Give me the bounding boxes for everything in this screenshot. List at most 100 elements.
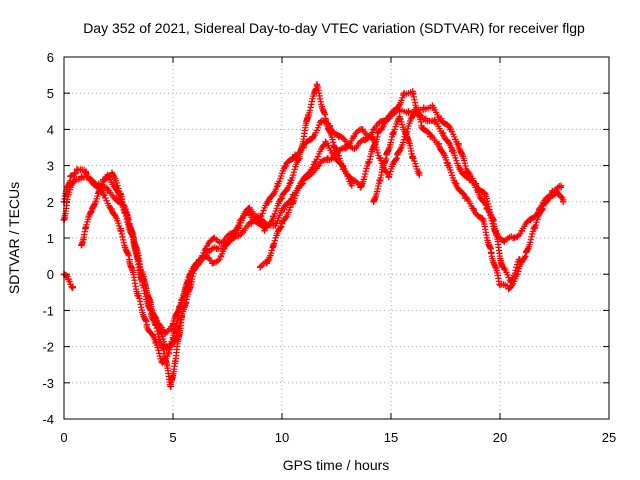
x-tick-label: 5 bbox=[169, 430, 176, 445]
data-point bbox=[481, 191, 488, 198]
data-point bbox=[324, 155, 331, 162]
data-point bbox=[65, 276, 72, 283]
data-point bbox=[549, 187, 556, 195]
data-point bbox=[446, 126, 454, 133]
data-point bbox=[296, 155, 303, 162]
data-point bbox=[185, 278, 192, 285]
data-point bbox=[540, 202, 547, 209]
data-point bbox=[440, 129, 447, 137]
y-tick-label: -1 bbox=[42, 303, 54, 318]
data-point bbox=[335, 133, 342, 140]
data-point bbox=[507, 278, 515, 285]
data-point bbox=[427, 133, 434, 140]
data-point bbox=[65, 191, 72, 198]
data-point bbox=[322, 115, 329, 122]
data-point bbox=[464, 169, 471, 177]
y-tick-label: -4 bbox=[42, 412, 54, 427]
data-point bbox=[226, 238, 233, 245]
data-point bbox=[287, 176, 294, 184]
data-point bbox=[416, 169, 423, 177]
data-point bbox=[429, 104, 436, 111]
data-point bbox=[82, 169, 89, 177]
data-point bbox=[557, 184, 565, 191]
data-point bbox=[403, 129, 410, 137]
data-point bbox=[385, 173, 393, 180]
plot-border bbox=[63, 56, 610, 420]
data-point bbox=[100, 191, 107, 198]
data-point bbox=[453, 180, 460, 187]
data-point bbox=[409, 90, 416, 97]
data-point bbox=[496, 281, 504, 289]
y-tick-label: 2 bbox=[47, 195, 54, 210]
data-point bbox=[389, 129, 397, 137]
data-point bbox=[167, 383, 175, 390]
y-tick-label: 5 bbox=[47, 86, 54, 101]
data-point bbox=[134, 256, 142, 263]
data-point bbox=[531, 223, 539, 231]
x-tick-label: 0 bbox=[60, 430, 67, 445]
series-5 bbox=[100, 169, 185, 390]
data-point bbox=[209, 260, 216, 267]
data-point bbox=[394, 151, 401, 158]
y-tick-label: -3 bbox=[42, 376, 54, 391]
series-6 bbox=[257, 138, 355, 271]
data-point bbox=[422, 115, 430, 122]
data-point bbox=[152, 321, 159, 329]
data-point bbox=[370, 198, 377, 205]
data-point bbox=[143, 321, 151, 329]
data-point bbox=[246, 205, 253, 213]
y-tick-label: 4 bbox=[47, 122, 54, 137]
data-point bbox=[527, 216, 534, 224]
x-tick-label: 20 bbox=[493, 430, 507, 445]
data-point bbox=[272, 220, 279, 227]
data-point bbox=[392, 108, 399, 115]
data-point bbox=[374, 129, 382, 137]
data-point bbox=[368, 133, 375, 140]
data-point bbox=[509, 234, 517, 242]
data-point bbox=[304, 111, 312, 119]
data-point bbox=[315, 162, 323, 169]
data-point bbox=[202, 245, 209, 253]
data-point bbox=[522, 249, 530, 256]
data-point bbox=[113, 194, 120, 202]
data-point bbox=[359, 126, 366, 133]
data-point bbox=[278, 194, 286, 202]
data-point bbox=[270, 213, 277, 220]
data-point bbox=[448, 147, 456, 155]
data-point bbox=[270, 242, 277, 249]
data-point bbox=[370, 126, 377, 133]
data-point bbox=[237, 216, 244, 224]
data-point bbox=[352, 144, 360, 151]
series-2 bbox=[60, 81, 565, 367]
data-point bbox=[71, 176, 79, 184]
data-point bbox=[143, 289, 151, 296]
data-point bbox=[348, 180, 355, 187]
data-point bbox=[291, 151, 299, 158]
data-point bbox=[108, 205, 116, 213]
x-tick-label: 25 bbox=[602, 430, 616, 445]
x-axis-label: GPS time / hours bbox=[283, 457, 390, 473]
y-tick-label: 3 bbox=[47, 159, 54, 174]
y-tick-label: 6 bbox=[47, 50, 54, 65]
data-point bbox=[254, 213, 262, 220]
data-point bbox=[117, 227, 124, 234]
data-point bbox=[366, 158, 373, 166]
data-point bbox=[95, 187, 103, 195]
data-point bbox=[479, 216, 486, 224]
data-point bbox=[457, 166, 464, 173]
data-point bbox=[193, 260, 201, 267]
x-tick-label: 10 bbox=[275, 430, 289, 445]
data-point bbox=[178, 314, 185, 321]
data-point bbox=[265, 198, 273, 205]
data-point bbox=[383, 151, 390, 158]
data-point bbox=[217, 252, 225, 260]
data-point bbox=[461, 194, 469, 202]
data-point bbox=[261, 227, 268, 234]
grid-lines bbox=[64, 57, 609, 419]
data-point bbox=[78, 173, 85, 180]
data-point bbox=[161, 350, 168, 358]
data-point bbox=[89, 205, 96, 213]
data-point bbox=[257, 263, 264, 271]
data-point bbox=[400, 90, 408, 97]
